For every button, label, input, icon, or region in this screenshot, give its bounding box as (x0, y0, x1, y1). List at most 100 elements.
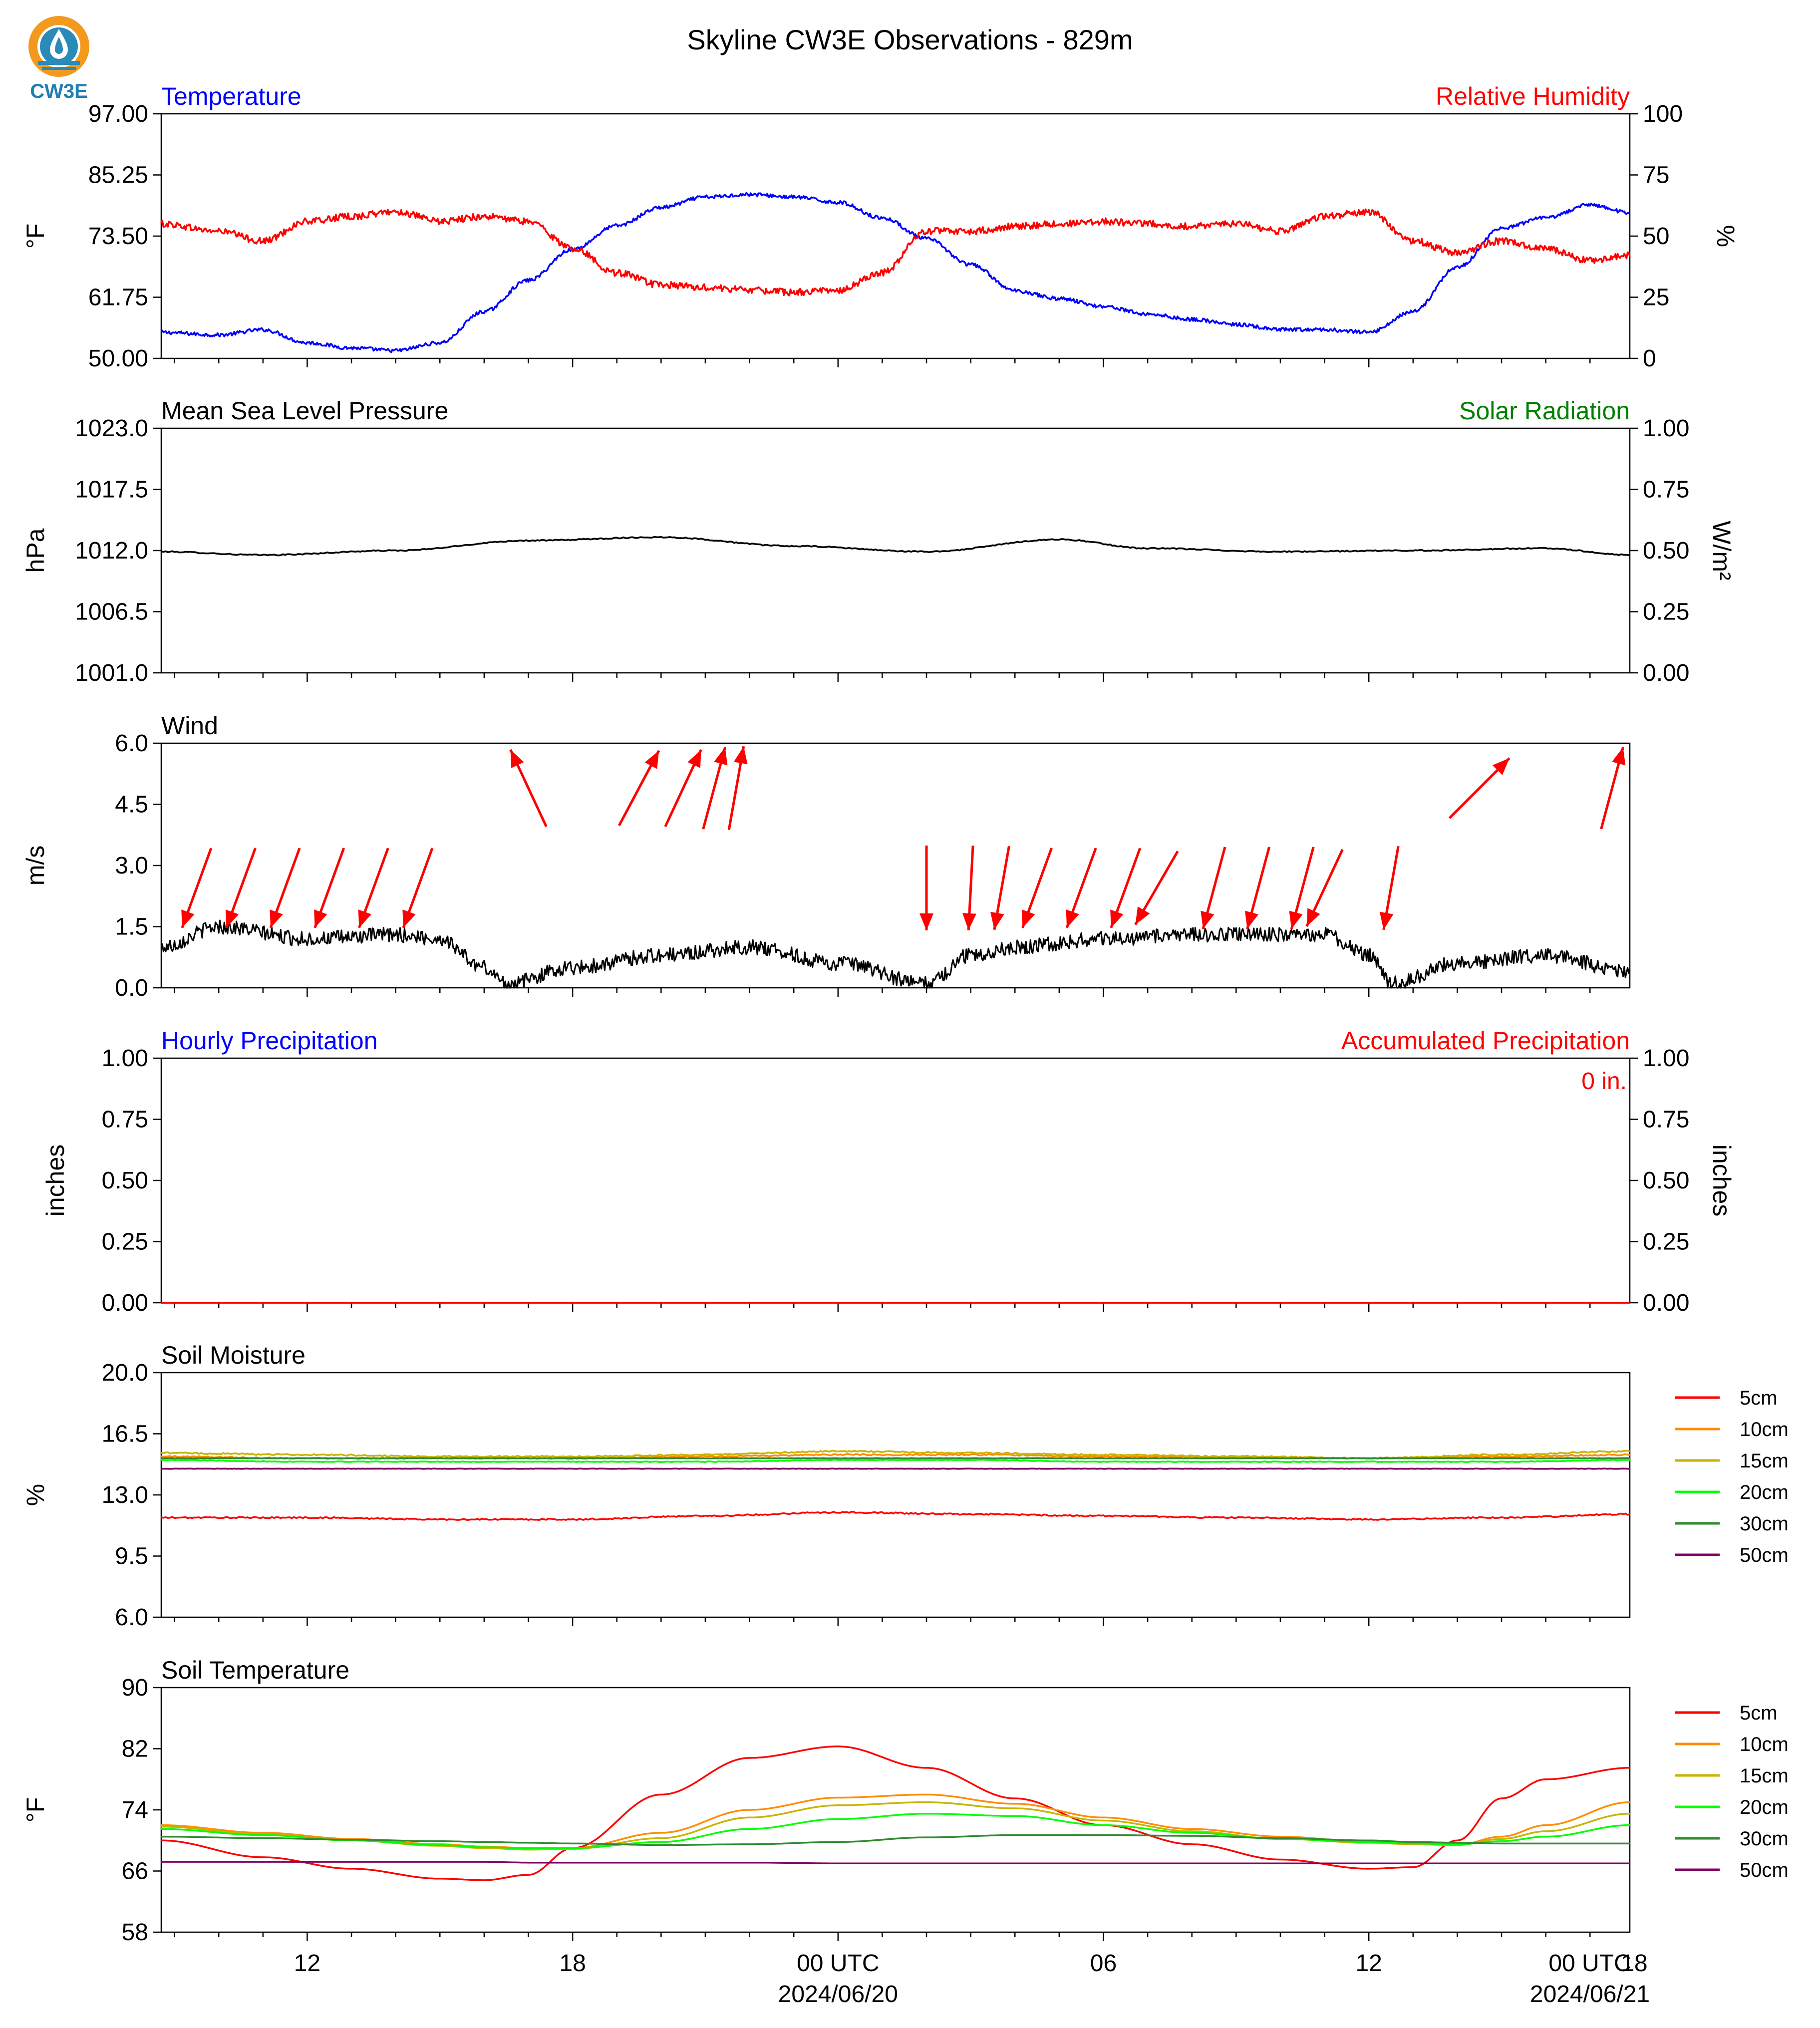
wind-arrow-head (1201, 910, 1214, 929)
y-tick-label: 58 (122, 1919, 148, 1946)
wind-arrow (990, 846, 1010, 930)
series-line-temperature (160, 192, 1631, 353)
y-axis-label-right: % (1712, 225, 1740, 247)
wind-arrow-head (181, 909, 195, 928)
series-line-50cm (161, 1861, 1630, 1864)
y-tick-label: 3.0 (115, 853, 148, 879)
legend-label: 50cm (1740, 1859, 1789, 1881)
wind-arrow-head (1306, 908, 1320, 927)
legend-label: 15cm (1740, 1450, 1789, 1472)
wind-arrow (1065, 848, 1097, 928)
wind-arrow (181, 848, 213, 928)
wind-arrow (225, 848, 257, 928)
y-axis-label: inches (41, 1145, 69, 1217)
legend-label: 30cm (1740, 1828, 1789, 1850)
y-tick-label: 1.00 (102, 1045, 148, 1072)
series-line-5cm (161, 1510, 1630, 1521)
legend-label: 5cm (1740, 1702, 1778, 1724)
panel-title-left: Soil Temperature (161, 1656, 349, 1684)
wind-arrow-head (1379, 911, 1394, 930)
legend-label: 15cm (1740, 1765, 1789, 1787)
wind-arrow-head (1021, 909, 1035, 928)
panel-title-left: Soil Moisture (161, 1341, 305, 1369)
wind-arrow (1305, 849, 1344, 927)
wind-arrow-head (990, 911, 1004, 930)
wind-arrow-head (962, 913, 976, 930)
y-tick-label: 1.5 (115, 914, 148, 940)
wind-arrow (1600, 747, 1626, 830)
y-tick-label: 82 (122, 1736, 148, 1762)
y-tick-label-right: 0.50 (1643, 1167, 1689, 1194)
logo-text: CW3E (30, 80, 88, 102)
panel-title-right: Relative Humidity (1436, 82, 1630, 110)
wind-arrow (1379, 846, 1400, 930)
x-tick-label: 00 UTC (797, 1950, 879, 1977)
y-tick-label-right: 0 (1643, 345, 1656, 372)
y-tick-label-right: 0.75 (1643, 1107, 1689, 1133)
y-tick-label: 1023.0 (75, 415, 148, 442)
x-date-label: 2024/06/20 (778, 1981, 898, 2008)
legend-label: 30cm (1740, 1513, 1789, 1535)
y-tick-label: 1017.5 (75, 477, 148, 503)
series-line-5cm (161, 1745, 1630, 1881)
wind-arrow-head (734, 746, 748, 765)
y-axis-label: hPa (21, 528, 49, 573)
y-axis-label-right: W/m² (1708, 521, 1736, 580)
wind-arrow (1110, 848, 1142, 928)
legend-label: 10cm (1740, 1734, 1789, 1755)
y-tick-label-right: 1.00 (1643, 415, 1689, 442)
panel-6: Soil Temperature 90 82 74 66 58 °F 5cm 10cm 15cm 2… (21, 1656, 1789, 1946)
legend-label: 50cm (1740, 1544, 1789, 1566)
y-tick-label: 0.0 (115, 975, 148, 1001)
x-date-label: 2024/06/21 (1530, 1981, 1650, 2008)
series-line-20cm (161, 1458, 1630, 1463)
y-axis-label: °F (21, 1797, 49, 1823)
y-tick-label: 13.0 (102, 1482, 148, 1508)
y-tick-label: 0.00 (102, 1290, 148, 1316)
wind-arrow (1134, 851, 1179, 925)
wind-arrow-head (1492, 758, 1510, 775)
y-tick-label: 6.0 (115, 730, 148, 757)
y-axis-label: % (21, 1484, 49, 1506)
y-tick-label: 0.50 (102, 1167, 148, 1194)
y-tick-label: 97.00 (88, 101, 148, 127)
wind-arrow-head (1066, 909, 1079, 928)
x-tick-label: 00 UTC (1548, 1950, 1631, 1977)
y-tick-label-right: 0.00 (1643, 1290, 1689, 1316)
wind-arrow-head (510, 749, 524, 768)
cw3e-logo: CW3E (28, 16, 89, 102)
y-tick-label: 1006.5 (75, 599, 148, 625)
y-tick-label: 4.5 (115, 792, 148, 818)
y-tick-label-right: 50 (1643, 223, 1669, 250)
y-tick-label: 9.5 (115, 1543, 148, 1570)
legend: 5cm 10cm 15cm 20cm 30cm 50cm (1675, 1387, 1789, 1566)
accumulated-total-label: 0 in. (1581, 1068, 1627, 1095)
panel-title-left: Wind (161, 712, 218, 740)
figure-title: Skyline CW3E Observations - 829m (687, 24, 1133, 55)
wind-arrow-head (687, 749, 701, 768)
legend: 5cm 10cm 15cm 20cm 30cm 50cm (1675, 1702, 1789, 1881)
y-tick-label-right: 1.00 (1643, 1045, 1689, 1072)
panel-1: Temperature Relative Humidity 97.00 85.25 73… (21, 82, 1740, 372)
y-tick-label: 1001.0 (75, 660, 148, 686)
wind-arrow-head (714, 747, 728, 766)
y-tick-label-right: 0.00 (1643, 660, 1689, 686)
wind-arrow (1448, 757, 1511, 819)
wind-arrow (357, 848, 389, 928)
wind-arrow-head (402, 909, 416, 928)
y-tick-label-right: 0.25 (1643, 599, 1689, 625)
y-tick-label: 85.25 (88, 162, 148, 189)
panel-2: Mean Sea Level Pressure Solar Radiation 10… (21, 397, 1736, 686)
cw3e-logo-icon (28, 16, 89, 77)
series-line-mslp (161, 536, 1630, 557)
panel-title-right: Accumulated Precipitation (1341, 1027, 1630, 1055)
legend-label: 20cm (1740, 1481, 1789, 1503)
y-tick-label: 66 (122, 1858, 148, 1885)
wind-arrow-head (644, 750, 659, 769)
y-tick-label: 0.75 (102, 1107, 148, 1133)
wind-arrow-head (1612, 747, 1626, 766)
wind-arrow (617, 750, 660, 827)
wind-arrow-head (270, 909, 283, 928)
wind-arrow (313, 848, 345, 928)
